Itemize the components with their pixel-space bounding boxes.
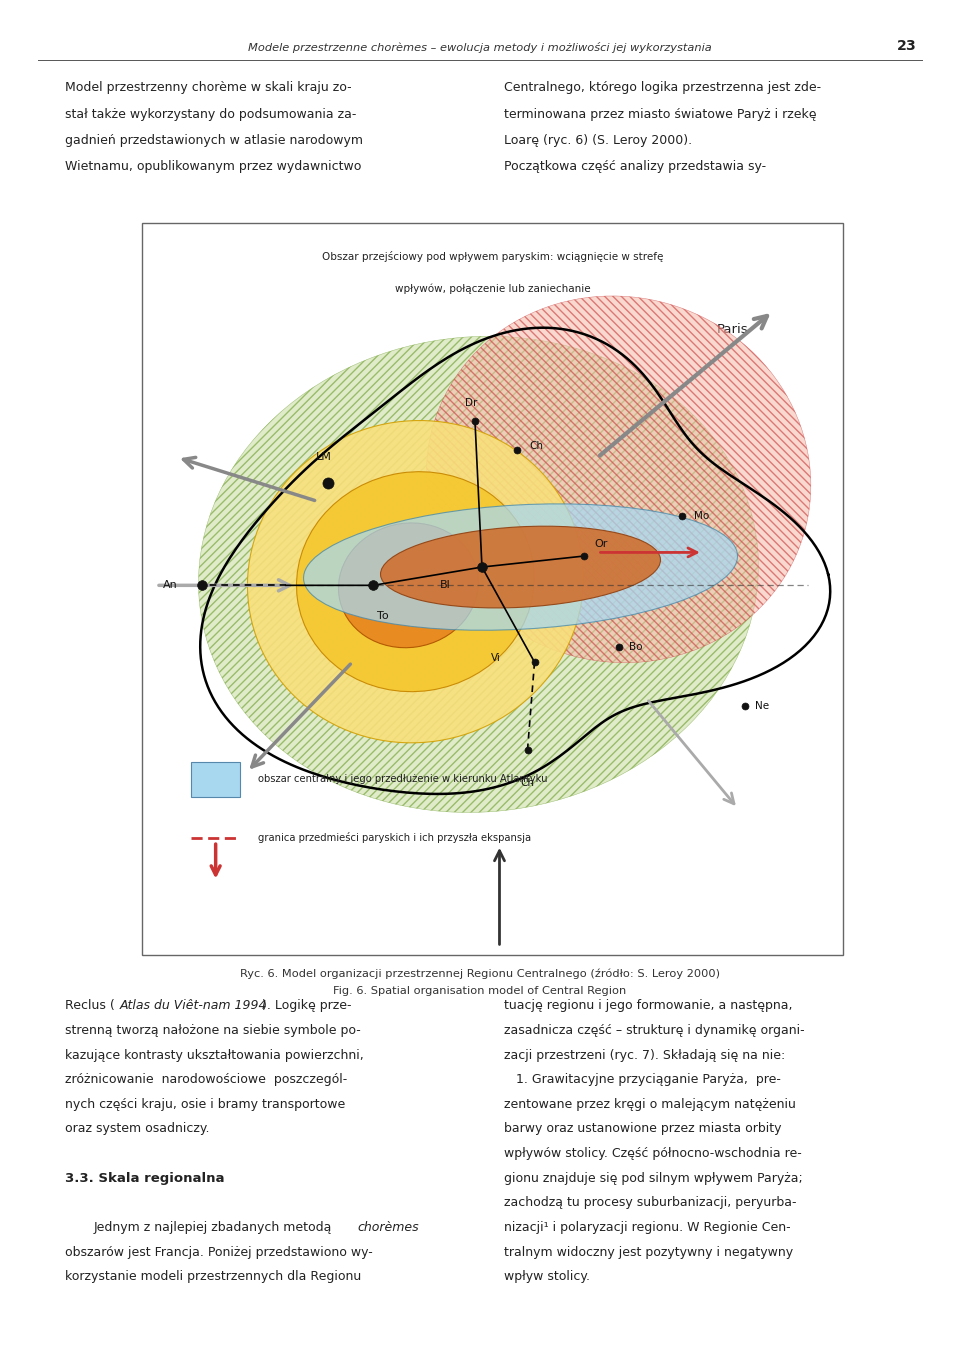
Text: Paris: Paris	[717, 322, 749, 336]
Text: zasadnicza część – strukturę i dynamikę organi-: zasadnicza część – strukturę i dynamikę …	[504, 1024, 804, 1037]
Text: Model przestrzenny chorème w skali kraju zo-: Model przestrzenny chorème w skali kraju…	[65, 81, 352, 95]
Text: Mo: Mo	[694, 510, 709, 521]
Ellipse shape	[380, 527, 660, 608]
Text: wpływów stolicy. Część północno-wschodnia re-: wpływów stolicy. Część północno-wschodni…	[504, 1147, 802, 1160]
Text: To: To	[377, 611, 389, 621]
Text: 3.3. Skala regionalna: 3.3. Skala regionalna	[65, 1171, 225, 1185]
Text: tuację regionu i jego formowanie, a następna,: tuację regionu i jego formowanie, a nast…	[504, 999, 793, 1013]
Text: Jednym z najlepiej zbadanych metodą: Jednym z najlepiej zbadanych metodą	[94, 1221, 336, 1233]
Text: LM: LM	[317, 452, 332, 463]
Bar	[142, 223, 843, 955]
Text: Ch: Ch	[520, 777, 535, 788]
Text: Wietnamu, opublikowanym przez wydawnictwo: Wietnamu, opublikowanym przez wydawnictw…	[65, 160, 362, 173]
Text: Ryc. 6. Model organizacji przestrzennej Regionu Centralnego (źródło: S. Leroy 20: Ryc. 6. Model organizacji przestrzennej …	[240, 968, 720, 979]
Text: gadnień przedstawionych w atlasie narodowym: gadnień przedstawionych w atlasie narodo…	[65, 134, 363, 148]
Text: Ne: Ne	[756, 701, 769, 711]
Text: chorèmes: chorèmes	[357, 1221, 419, 1233]
Text: oraz system osadniczy.: oraz system osadniczy.	[65, 1122, 210, 1136]
Text: Modele przestrzenne chorèmes – ewolucja metody i możliwości jej wykorzystania: Modele przestrzenne chorèmes – ewolucja …	[248, 42, 712, 53]
Text: Ch: Ch	[530, 441, 543, 451]
Text: obszar centralny i jego przedłużenie w kierunku Atlantyku: obszar centralny i jego przedłużenie w k…	[257, 774, 547, 784]
Text: zacji przestrzeni (ryc. 7). Składają się na nie:: zacji przestrzeni (ryc. 7). Składają się…	[504, 1048, 785, 1062]
Ellipse shape	[248, 421, 584, 743]
Text: nych części kraju, osie i bramy transportowe: nych części kraju, osie i bramy transpor…	[65, 1098, 346, 1110]
Text: Centralnego, którego logika przestrzenna jest zde-: Centralnego, którego logika przestrzenna…	[504, 81, 821, 95]
Text: granica przedmieści paryskich i ich przyszła ekspansja: granica przedmieści paryskich i ich przy…	[257, 833, 531, 844]
Text: stał także wykorzystany do podsumowania za-: stał także wykorzystany do podsumowania …	[65, 108, 357, 121]
Ellipse shape	[339, 523, 478, 647]
Text: ). Logikę prze-: ). Logikę prze-	[262, 999, 351, 1013]
Text: Atlas du Viêt-nam 1994: Atlas du Viêt-nam 1994	[120, 999, 268, 1013]
Text: barwy oraz ustanowione przez miasta orbity: barwy oraz ustanowione przez miasta orbi…	[504, 1122, 781, 1136]
Text: Reclus (: Reclus (	[65, 999, 115, 1013]
Text: An: An	[163, 581, 178, 590]
Text: obszarów jest Francja. Poniżej przedstawiono wy-: obszarów jest Francja. Poniżej przedstaw…	[65, 1246, 373, 1259]
Text: Bo: Bo	[629, 643, 642, 653]
Text: kazujące kontrasty ukształtowania powierzchni,: kazujące kontrasty ukształtowania powier…	[65, 1048, 364, 1062]
Ellipse shape	[426, 297, 811, 662]
Text: nizacji¹ i polaryzacji regionu. W Regionie Cen-: nizacji¹ i polaryzacji regionu. W Region…	[504, 1221, 791, 1233]
Text: Dr: Dr	[466, 398, 478, 408]
Text: zachodzą tu procesy suburbanizacji, peryurba-: zachodzą tu procesy suburbanizacji, pery…	[504, 1197, 797, 1209]
Text: gionu znajduje się pod silnym wpływem Paryża;: gionu znajduje się pod silnym wpływem Pa…	[504, 1171, 803, 1185]
Text: Początkowa część analizy przedstawia sy-: Początkowa część analizy przedstawia sy-	[504, 160, 766, 173]
Text: korzystanie modeli przestrzennych dla Regionu: korzystanie modeli przestrzennych dla Re…	[65, 1270, 362, 1284]
Ellipse shape	[199, 336, 758, 812]
Text: terminowana przez miasto światowe Paryż i rzekę: terminowana przez miasto światowe Paryż …	[504, 108, 817, 121]
Text: 23: 23	[897, 39, 917, 53]
Text: Loarę (ryc. 6) (S. Leroy 2000).: Loarę (ryc. 6) (S. Leroy 2000).	[504, 134, 692, 148]
Bar	[191, 761, 240, 796]
Text: zentowane przez kręgi o malejącym natężeniu: zentowane przez kręgi o malejącym natęże…	[504, 1098, 796, 1110]
Text: Fig. 6. Spatial organisation model of Central Region: Fig. 6. Spatial organisation model of Ce…	[333, 986, 627, 995]
Text: tralnym widoczny jest pozytywny i negatywny: tralnym widoczny jest pozytywny i negaty…	[504, 1246, 793, 1259]
Ellipse shape	[303, 504, 737, 630]
Text: strenną tworzą nałożone na siebie symbole po-: strenną tworzą nałożone na siebie symbol…	[65, 1024, 361, 1037]
Text: zróżnicowanie  narodowościowe  poszczegól-: zróżnicowanie narodowościowe poszczegól-	[65, 1074, 348, 1086]
Text: Obszar przejściowy pod wpływem paryskim: wciągnięcie w strefę: Obszar przejściowy pod wpływem paryskim:…	[322, 250, 663, 261]
Text: Vi: Vi	[491, 654, 501, 663]
Text: 1. Grawitacyjne przyciąganie Paryża,  pre-: 1. Grawitacyjne przyciąganie Paryża, pre…	[504, 1074, 780, 1086]
Text: wpływ stolicy.: wpływ stolicy.	[504, 1270, 590, 1284]
Text: Bl: Bl	[440, 581, 450, 590]
Ellipse shape	[297, 471, 535, 692]
Text: wpływów, połączenie lub zaniechanie: wpływów, połączenie lub zaniechanie	[395, 284, 590, 294]
Text: Or: Or	[594, 539, 608, 548]
